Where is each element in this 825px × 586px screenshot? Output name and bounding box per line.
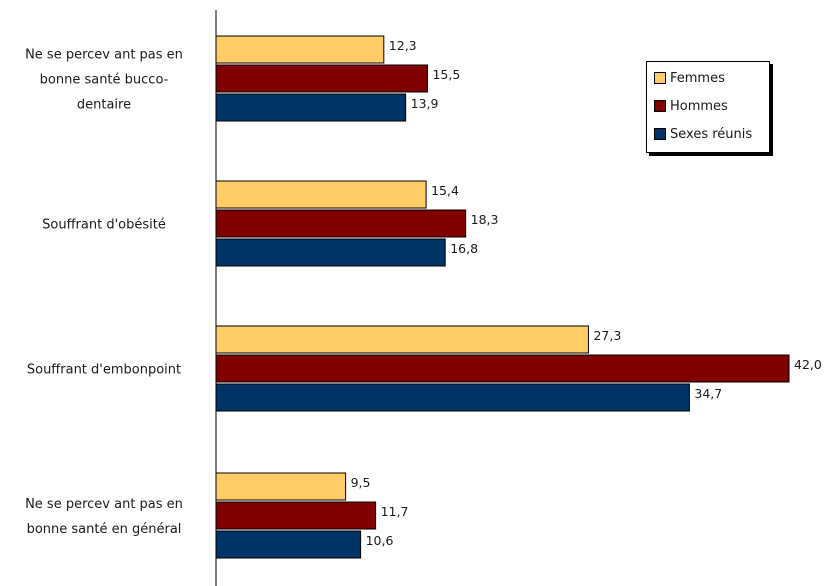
category-label-line: bonne santé en général <box>27 522 182 537</box>
value-label-hommes-2: 42,0 <box>794 357 822 372</box>
category-label-line: Ne se percev ant pas en <box>25 48 183 63</box>
bar-sexes-reunis-2 <box>215 383 690 412</box>
bar-hommes-3 <box>215 501 377 530</box>
bar-hommes-1 <box>215 209 467 238</box>
category-label-line: bonne santé bucco- <box>40 73 169 88</box>
value-label-hommes-1: 18,3 <box>471 212 499 227</box>
value-label-femmes-0: 12,3 <box>389 38 417 53</box>
value-label-femmes-2: 27,3 <box>593 328 621 343</box>
category-label-line: Souffrant d'obésité <box>42 218 166 233</box>
bar-femmes-0 <box>215 35 385 64</box>
value-label-sexes-reunis-1: 16,8 <box>450 241 478 256</box>
bar-sexes-reunis-3 <box>215 530 362 559</box>
category-label-line: Ne se percev ant pas en <box>25 497 183 512</box>
legend-label-femmes: Femmes <box>670 70 725 86</box>
category-label-1: Souffrant d'obésité <box>42 218 166 233</box>
category-label-3: Ne se percev ant pas en bonne santé en gé… <box>25 497 183 537</box>
legend-item-femmes: Femmes <box>654 69 725 87</box>
legend-label-hommes: Hommes <box>670 98 728 114</box>
value-label-femmes-1: 15,4 <box>431 183 459 198</box>
bar-sexes-reunis-1 <box>215 238 446 267</box>
category-label-line: Souffrant d'embonpoint <box>27 363 181 378</box>
legend-swatch-femmes <box>654 72 666 84</box>
legend-item-sexes-reunis: Sexes réunis <box>654 125 752 143</box>
bar-femmes-2 <box>215 325 589 354</box>
bar-hommes-0 <box>215 64 428 93</box>
bar-sexes-reunis-0 <box>215 93 407 122</box>
value-label-sexes-reunis-2: 34,7 <box>694 386 722 401</box>
bar-hommes-2 <box>215 354 790 383</box>
legend-item-hommes: Hommes <box>654 97 728 115</box>
legend-label-sexes-reunis: Sexes réunis <box>670 126 753 142</box>
bars-group <box>215 35 790 559</box>
bar-femmes-1 <box>215 180 427 209</box>
value-label-sexes-reunis-0: 13,9 <box>411 96 439 111</box>
value-label-sexes-reunis-3: 10,6 <box>366 533 394 548</box>
category-label-line: dentaire <box>77 98 131 113</box>
value-label-hommes-3: 11,7 <box>381 504 409 519</box>
bar-femmes-3 <box>215 472 347 501</box>
legend-swatch-hommes <box>654 100 666 112</box>
value-label-femmes-3: 9,5 <box>351 475 371 490</box>
category-label-2: Souffrant d'embonpoint <box>27 363 181 378</box>
legend: Femmes Hommes Sexes réunis <box>646 61 770 153</box>
value-label-hommes-0: 15,5 <box>432 67 460 82</box>
category-label-0: Ne se percev ant pas en bonne santé bucco… <box>25 48 183 113</box>
category-labels-group: Ne se percev ant pas en bonne santé bucco… <box>25 48 183 538</box>
value-labels-group: 12,3 15,5 13,9 15,4 18,3 16,8 27,3 42,0 34,7 9,5 1… <box>351 38 822 548</box>
legend-swatch-sexes-reunis <box>654 128 666 140</box>
